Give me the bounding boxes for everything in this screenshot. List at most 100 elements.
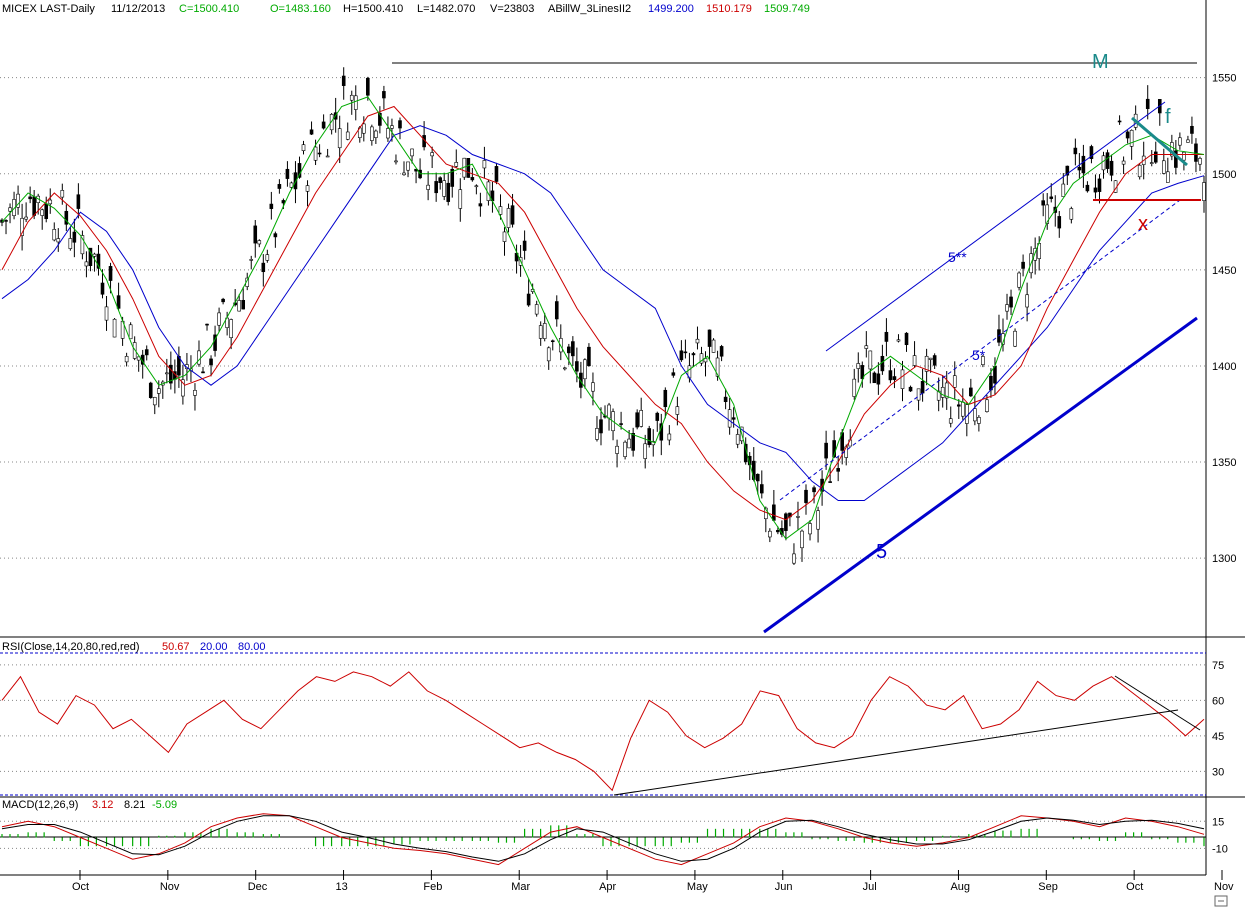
time-tick-label: Dec	[248, 881, 268, 893]
candle-body	[221, 298, 225, 303]
candle-body	[478, 203, 483, 207]
candle-body	[928, 357, 933, 360]
candle-body	[229, 319, 233, 338]
time-tick-label: 13	[336, 881, 348, 893]
candle-body	[1161, 160, 1166, 174]
macd-hist-value: -5.09	[152, 799, 177, 811]
middle-channel-line	[779, 199, 1181, 501]
time-tick-label: Aug	[950, 881, 970, 893]
falling-trend-line-f	[1131, 116, 1188, 167]
candle-body	[362, 123, 366, 134]
candle-body	[908, 386, 913, 392]
candle-body	[446, 182, 451, 202]
candle-body	[595, 428, 599, 440]
time-tick-label: Sep	[1038, 881, 1058, 893]
candle-body	[353, 95, 358, 110]
candle-body	[474, 185, 479, 188]
candle-body	[1045, 204, 1050, 224]
candle-body	[434, 181, 438, 194]
candle-body	[309, 129, 314, 135]
candle-body	[985, 399, 989, 412]
candle-body	[1178, 137, 1182, 146]
candle-body	[44, 203, 49, 219]
lower-channel-line	[763, 316, 1198, 634]
annotation-5-double-star: 5**	[948, 249, 967, 265]
candle-body	[261, 262, 266, 273]
candle-body	[623, 441, 627, 457]
candle-body	[679, 350, 684, 361]
candle-body	[510, 205, 515, 225]
annotation-f: f	[1165, 106, 1171, 128]
candle-body	[289, 182, 294, 188]
time-tick-label: Feb	[423, 881, 442, 893]
candle-body	[498, 206, 503, 215]
indicator-green-line	[1, 96, 1205, 540]
candle-body	[900, 369, 905, 389]
candle-body	[96, 253, 101, 269]
candle-body	[824, 442, 828, 459]
price-tick-label: 1550	[1212, 73, 1236, 85]
candle-body	[1093, 187, 1098, 193]
candle-body	[727, 409, 732, 428]
candle-body	[973, 408, 977, 422]
candle-body	[812, 487, 816, 493]
candle-body	[944, 382, 949, 399]
candle-body	[1129, 129, 1134, 147]
candle-body	[671, 372, 676, 376]
candle-body	[952, 375, 957, 388]
candle-body	[981, 356, 985, 365]
candle-body	[337, 128, 342, 149]
candle-body	[571, 341, 575, 357]
candle-body	[731, 417, 736, 420]
macd-tick-label: 15	[1212, 816, 1224, 828]
candle-body	[1121, 160, 1126, 165]
candle-body	[370, 126, 374, 141]
candle-body	[104, 306, 109, 321]
candle-body	[1005, 304, 1009, 312]
candle-body	[482, 160, 487, 169]
candle-body	[707, 329, 712, 347]
candle-body	[217, 312, 221, 326]
candle-body	[1194, 143, 1198, 162]
candle-body	[454, 162, 459, 167]
candle-body	[619, 423, 623, 425]
price-tick-label: 1300	[1212, 553, 1236, 565]
candle-body	[1061, 183, 1066, 197]
rsi-resistance-trendline	[1114, 675, 1201, 731]
candle-body	[965, 404, 969, 424]
rsi-tick-label: 30	[1212, 766, 1224, 778]
candle-body	[438, 177, 442, 183]
candle-body	[711, 339, 716, 353]
candle-body	[112, 318, 117, 338]
candle-body	[804, 489, 808, 503]
rsi-title: RSI(Close,14,20,80,red,red)	[2, 641, 140, 653]
candle-body	[836, 468, 840, 472]
candle-body	[554, 301, 559, 320]
candle-body	[378, 112, 382, 126]
candle-body	[209, 358, 213, 366]
candle-body	[1041, 200, 1045, 206]
candle-body	[88, 247, 93, 267]
candle-body	[450, 168, 455, 187]
candle-body	[466, 158, 471, 178]
time-tick-label: Oct	[72, 881, 89, 893]
candle-body	[1149, 162, 1154, 164]
candle-body	[277, 184, 282, 189]
candle-body	[64, 210, 69, 225]
candle-body	[884, 331, 889, 342]
candle-body	[84, 261, 89, 267]
candle-body	[265, 254, 270, 261]
candle-body	[301, 144, 306, 151]
candle-body	[273, 233, 278, 238]
candle-body	[1101, 155, 1106, 171]
rsi-support-trendline	[613, 709, 1179, 796]
candle-body	[587, 346, 591, 367]
candle-body	[56, 238, 61, 243]
time-tick-label: May	[687, 881, 708, 893]
candle-body	[563, 367, 567, 370]
candle-body	[410, 148, 414, 157]
candle-body	[599, 419, 603, 434]
candle-body	[948, 418, 953, 424]
candle-body	[40, 209, 45, 216]
